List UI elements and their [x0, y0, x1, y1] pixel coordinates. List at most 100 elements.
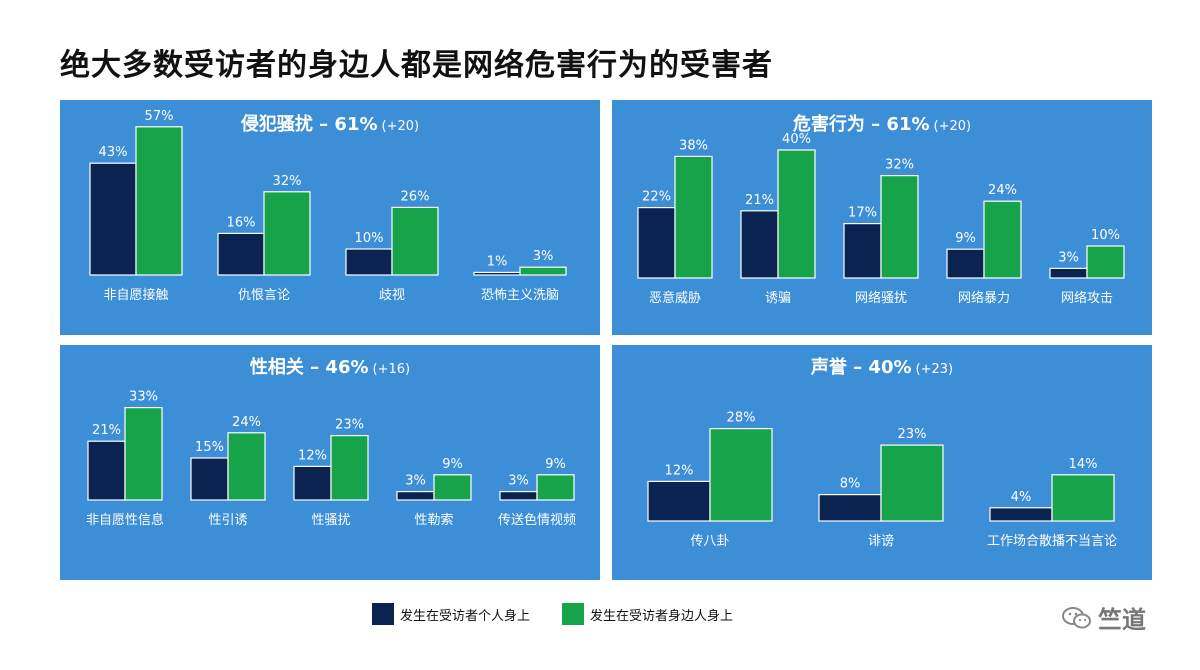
data-label-around: 38%	[679, 138, 708, 153]
category-label: 网络骚扰	[855, 290, 907, 306]
bar-around	[136, 127, 182, 275]
data-label-self: 1%	[487, 254, 508, 269]
data-label-self: 9%	[955, 231, 976, 246]
category-label: 恐怖主义洗脑	[481, 287, 559, 303]
bar-around	[228, 433, 265, 500]
data-label-around: 23%	[335, 418, 364, 433]
bar-around	[520, 267, 566, 275]
data-label-around: 32%	[273, 174, 302, 189]
bar-around	[984, 201, 1021, 278]
page-title: 绝大多数受访者的身边人都是网络危害行为的受害者	[60, 40, 773, 84]
chart-panel-sexual: 性相关 – 46% (+16) 21% 33% 非自愿性信息 15% 24% 性引诱 12% 2…	[60, 345, 600, 580]
chart-panel-harassment: 侵犯骚扰 – 61% (+20) 43% 57% 非自愿接触 16% 32% 仇恨言论 10%…	[60, 100, 600, 335]
bar-self	[741, 211, 778, 278]
watermark: 竺道	[1062, 600, 1146, 635]
bar-around	[1087, 246, 1124, 278]
wechat-icon	[1062, 606, 1092, 630]
bar-self	[191, 458, 228, 500]
data-label-around: 10%	[1091, 228, 1120, 243]
bar-around	[264, 192, 310, 275]
data-label-self: 16%	[227, 215, 256, 230]
bar-self	[88, 441, 125, 500]
data-label-around: 23%	[898, 427, 927, 442]
category-label: 非自愿性信息	[86, 512, 164, 528]
data-label-self: 21%	[92, 423, 121, 438]
bar-self	[218, 233, 264, 275]
bar-around	[434, 475, 471, 500]
bar-around	[1052, 475, 1114, 521]
category-label: 仇恨言论	[238, 288, 290, 303]
category-label: 性骚扰	[311, 513, 350, 528]
category-label: 歧视	[379, 288, 405, 303]
data-label-self: 4%	[1011, 490, 1032, 505]
data-label-around: 26%	[401, 189, 430, 204]
data-label-self: 8%	[840, 477, 861, 492]
data-label-around: 33%	[129, 390, 158, 405]
category-label: 诱骗	[765, 291, 791, 306]
bar-around	[125, 408, 162, 500]
data-label-around: 28%	[727, 411, 756, 426]
bar-chart-reputation: 12% 28% 传八卦 8% 23% 诽谤 4% 14% 工作场合散播不当言论	[612, 345, 1152, 580]
bar-chart-harmful-behavior: 22% 38% 恶意威胁 21% 40% 诱骗 17% 32% 网络骚扰 9% 24% 网络暴力 3% 1…	[612, 100, 1152, 335]
bar-self	[474, 272, 520, 275]
category-label: 性勒索	[414, 513, 453, 528]
bar-around	[392, 207, 438, 275]
bar-self	[844, 224, 881, 278]
category-label: 工作场合散播不当言论	[987, 534, 1117, 549]
data-label-around: 57%	[145, 109, 174, 124]
bar-self	[819, 495, 881, 521]
chart-legend: 发生在受访者个人身上 发生在受访者身边人身上	[372, 602, 765, 626]
bar-self	[346, 249, 392, 275]
data-label-self: 3%	[508, 474, 529, 489]
category-label: 传八卦	[690, 534, 729, 549]
bar-self	[990, 508, 1052, 521]
bar-chart-sexual: 21% 33% 非自愿性信息 15% 24% 性引诱 12% 23% 性骚扰 3% 9% 性勒索 3% 9…	[60, 345, 600, 580]
bar-self	[294, 466, 331, 500]
bar-chart-harassment: 43% 57% 非自愿接触 16% 32% 仇恨言论 10% 26% 歧视 1% 3% 恐怖主义洗脑	[60, 100, 600, 335]
bar-around	[881, 445, 943, 521]
category-label: 传送色情视频	[498, 512, 576, 528]
category-label: 网络暴力	[958, 290, 1010, 306]
data-label-around: 32%	[885, 158, 914, 173]
data-label-self: 43%	[99, 145, 128, 160]
bar-self	[500, 492, 537, 500]
bar-self	[90, 163, 136, 275]
data-label-around: 24%	[988, 183, 1017, 198]
data-label-self: 3%	[1058, 250, 1079, 265]
data-label-self: 22%	[642, 190, 671, 205]
data-label-self: 12%	[298, 448, 327, 463]
data-label-self: 15%	[195, 440, 224, 455]
bar-around	[778, 150, 815, 278]
legend-item-self: 发生在受访者个人身上	[372, 603, 530, 625]
legend-item-around: 发生在受访者身边人身上	[562, 603, 733, 625]
data-label-around: 9%	[545, 457, 566, 472]
category-label: 诽谤	[868, 533, 894, 549]
data-label-around: 40%	[782, 132, 811, 147]
legend-label-around: 发生在受访者身边人身上	[590, 605, 733, 624]
category-label: 性引诱	[208, 513, 247, 528]
bar-around	[675, 156, 712, 278]
data-label-self: 21%	[745, 193, 774, 208]
data-label-around: 24%	[232, 415, 261, 430]
bar-around	[710, 429, 772, 521]
bar-around	[881, 176, 918, 278]
bar-self	[638, 208, 675, 278]
category-label: 非自愿接触	[103, 287, 168, 303]
bar-around	[537, 475, 574, 500]
data-label-self: 12%	[665, 463, 694, 478]
bar-self	[1050, 268, 1087, 278]
data-label-around: 9%	[442, 457, 463, 472]
bar-self	[397, 492, 434, 500]
data-label-self: 3%	[405, 474, 426, 489]
legend-swatch-self	[372, 603, 394, 625]
bar-self	[648, 481, 710, 521]
data-label-self: 10%	[355, 231, 384, 246]
legend-swatch-around	[562, 603, 584, 625]
chart-panel-harmful-behavior: 危害行为 – 61% (+20) 22% 38% 恶意威胁 21% 40% 诱骗 17% 32%…	[612, 100, 1152, 335]
legend-label-self: 发生在受访者个人身上	[400, 605, 530, 624]
chart-panel-reputation: 声誉 – 40% (+23) 12% 28% 传八卦 8% 23% 诽谤 4% 14% 工作场合散…	[612, 345, 1152, 580]
category-label: 网络攻击	[1061, 290, 1113, 306]
bar-self	[947, 249, 984, 278]
bar-around	[331, 436, 368, 500]
data-label-self: 17%	[848, 206, 877, 221]
